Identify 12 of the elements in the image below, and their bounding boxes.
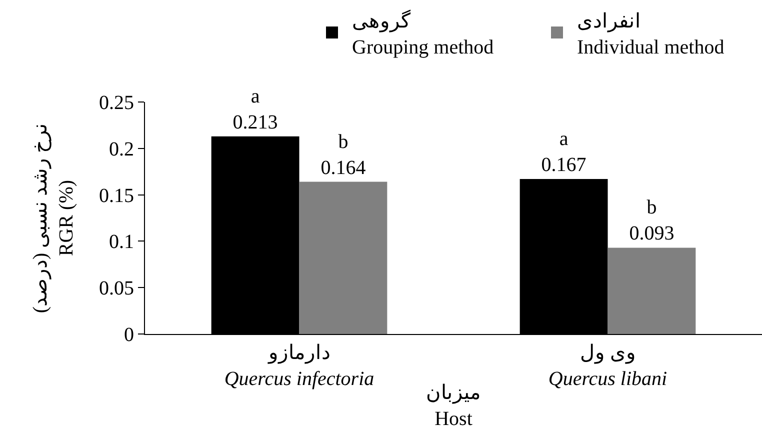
bar <box>299 182 388 334</box>
y-tick-label: 0.1 <box>109 231 134 254</box>
y-tick-label: 0 <box>124 324 134 346</box>
data-label: a 0.213 <box>232 85 278 134</box>
data-label: a 0.167 <box>541 128 586 176</box>
data-label: b 0.093 <box>629 196 674 245</box>
y-tick-label: 0.15 <box>99 184 134 207</box>
y-tick-label: 0.2 <box>109 138 134 160</box>
bar <box>608 248 696 334</box>
y-tick-label: 0.25 <box>99 92 134 114</box>
y-tick-label: 0.05 <box>99 278 134 300</box>
data-label: b 0.164 <box>320 130 366 179</box>
